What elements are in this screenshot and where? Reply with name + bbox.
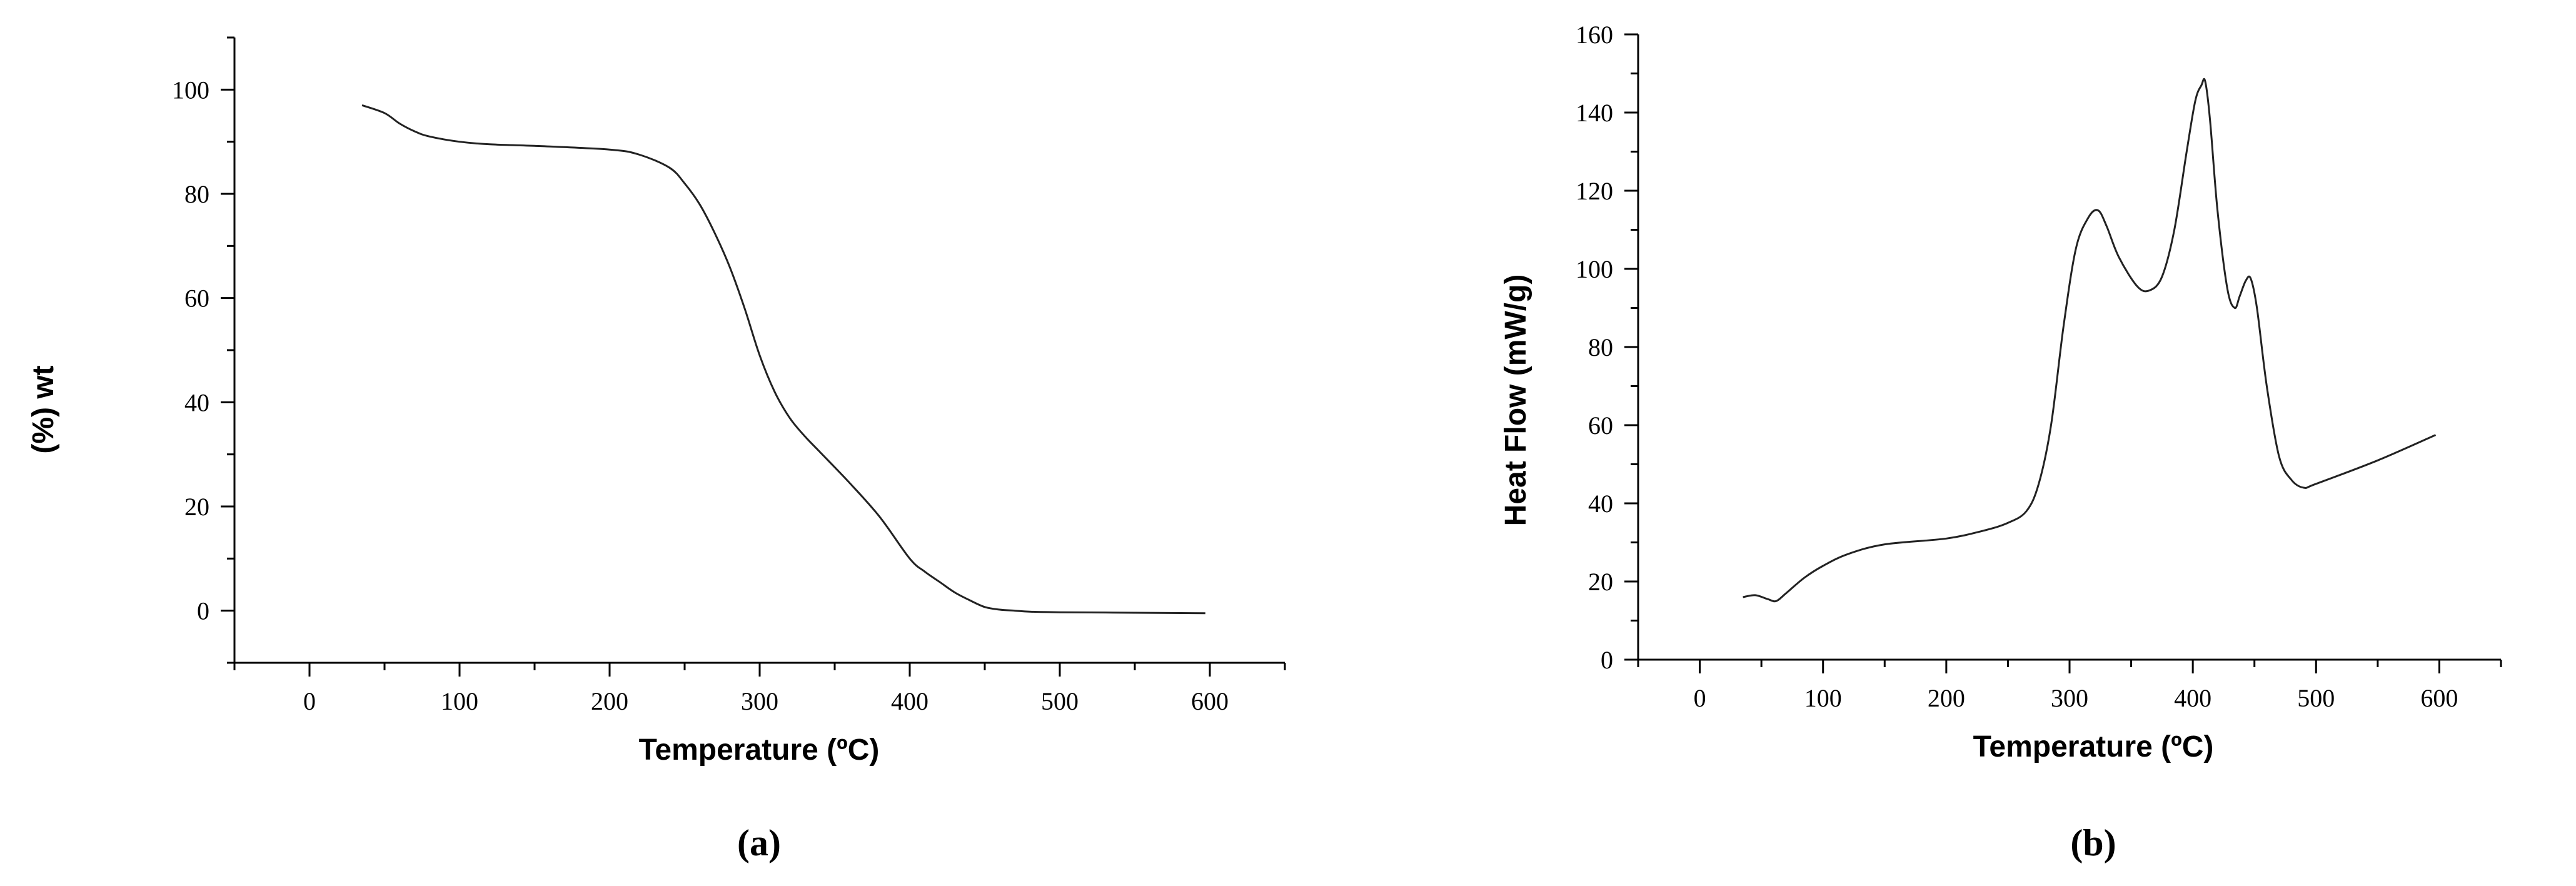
tga-y-tick-label: 80 [184,180,209,208]
tga-x-tick-label: 200 [591,687,628,715]
dsc-x-tick-label: 600 [2420,684,2458,712]
dsc-y-tick-label: 160 [1576,21,1613,49]
dsc-x-tick-label: 0 [1694,684,1706,712]
dsc-y-axis-title: Heat Flow (mW/g) [1499,274,1532,526]
tga-chart: (%) wt Temperature (ºC) (a) 0 20 40 60 80 100… [27,36,1286,863]
dsc-x-axis-title: Temperature (ºC) [1973,730,2214,763]
tga-y-tick-label: 100 [172,76,209,104]
tga-series-line [361,104,1205,615]
dsc-y-tick-label: 120 [1576,177,1613,205]
tga-x-tick-label: 500 [1041,687,1079,715]
dsc-y-tick-label: 20 [1588,568,1613,596]
tga-x-tick-label: 0 [303,687,316,715]
tga-x-axis-title: Temperature (ºC) [639,733,880,767]
tga-x-tick-label: 300 [741,687,778,715]
dsc-y-tick-label: 100 [1576,255,1613,283]
panel-label-b: (b) [2070,822,2116,863]
dsc-y-tick-label: 80 [1588,333,1613,361]
dsc-x-tick-label: 500 [2297,684,2335,712]
tga-y-tick-label: 0 [197,597,209,625]
dsc-chart: Heat Flow (mW/g) Temperature (ºC) (b) 0 2… [1499,21,2502,863]
tga-y-tick-label: 40 [184,388,209,416]
dsc-series-line [1743,78,2437,603]
tga-y-tick-label: 60 [184,284,209,313]
dsc-y-tick-label: 40 [1588,490,1613,518]
panel-label-a: (a) [737,822,781,863]
dsc-x-tick-label: 300 [2051,684,2088,712]
tga-y-axis-title-group: (%) wt [27,365,60,453]
dsc-y-axis-title-group: Heat Flow (mW/g) [1499,274,1532,526]
dsc-x-tick-label: 200 [1928,684,1965,712]
dsc-x-tick-label: 100 [1804,684,1842,712]
tga-y-tick-label: 20 [184,493,209,521]
tga-x-tick-label: 400 [891,687,928,715]
dsc-x-tick-label: 400 [2174,684,2211,712]
tga-x-tick-label: 600 [1191,687,1229,715]
tga-x-tick-label: 100 [441,687,478,715]
dsc-y-tick-label: 140 [1576,99,1613,127]
dsc-y-tick-label: 60 [1588,411,1613,440]
dsc-y-tick-label: 0 [1601,646,1613,674]
tga-y-axis-title: (%) wt [27,365,60,453]
